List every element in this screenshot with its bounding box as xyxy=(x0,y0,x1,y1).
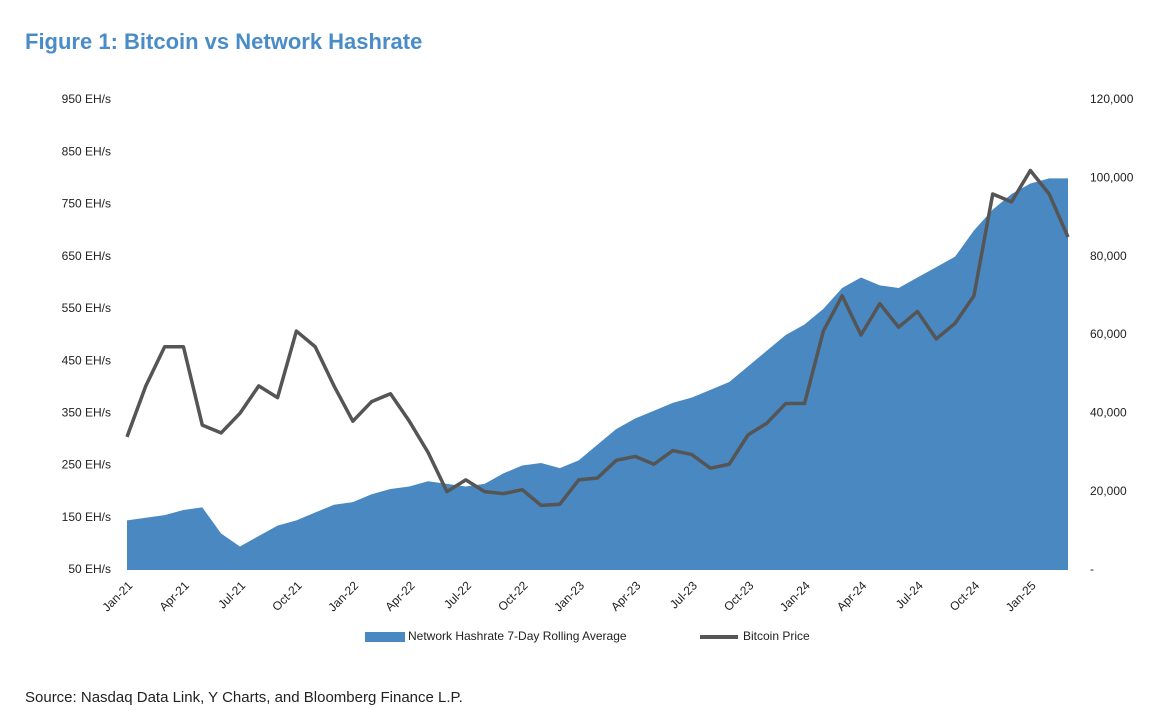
y-tick-label: 150 EH/s xyxy=(62,510,111,524)
x-tick-label: Jul-21 xyxy=(215,578,248,611)
x-tick-label: Jan-21 xyxy=(100,578,136,614)
x-tick-label: Apr-21 xyxy=(156,578,192,614)
x-tick-label: Jul-23 xyxy=(667,578,700,611)
x-tick-label: Jan-25 xyxy=(1003,578,1039,614)
y2-tick-label: 60,000 xyxy=(1090,327,1127,341)
x-tick-label: Oct-21 xyxy=(269,578,305,614)
y-tick-label: 550 EH/s xyxy=(62,301,111,315)
y-tick-label: 850 EH/s xyxy=(62,144,111,158)
y-tick-label: 50 EH/s xyxy=(68,562,111,576)
y-tick-label: 250 EH/s xyxy=(62,458,111,472)
x-tick-label: Apr-24 xyxy=(834,578,870,614)
y2-tick-label: 20,000 xyxy=(1090,484,1127,498)
y-tick-label: 950 EH/s xyxy=(62,92,111,106)
y-tick-label: 350 EH/s xyxy=(62,406,111,420)
y-tick-label: 750 EH/s xyxy=(62,197,111,211)
legend-swatch xyxy=(365,632,405,642)
x-tick-label: Jan-22 xyxy=(325,578,361,614)
x-tick-label: Apr-22 xyxy=(382,578,418,614)
x-tick-label: Oct-22 xyxy=(495,578,531,614)
source-note: Source: Nasdaq Data Link, Y Charts, and … xyxy=(25,689,463,706)
chart-title: Figure 1: Bitcoin vs Network Hashrate xyxy=(25,29,422,54)
x-tick-label: Jul-24 xyxy=(893,578,926,611)
x-tick-label: Oct-24 xyxy=(947,578,983,614)
y2-tick-label: 80,000 xyxy=(1090,249,1127,263)
y2-tick-label: - xyxy=(1090,562,1094,576)
y2-tick-label: 120,000 xyxy=(1090,92,1134,106)
line xyxy=(125,168,1070,508)
x-tick-label: Jul-22 xyxy=(441,578,474,611)
legend-label: Network Hashrate 7-Day Rolling Average xyxy=(408,629,627,643)
x-tick-label: Jan-23 xyxy=(551,578,587,614)
x-tick-label: Jan-24 xyxy=(777,578,813,614)
y-tick-label: 650 EH/s xyxy=(62,249,111,263)
y-tick-label: 450 EH/s xyxy=(62,353,111,367)
y2-tick-label: 100,000 xyxy=(1090,171,1134,185)
legend-label: Bitcoin Price xyxy=(743,629,810,643)
x-tick-label: Oct-23 xyxy=(721,578,757,614)
x-tick-label: Apr-23 xyxy=(608,578,644,614)
area xyxy=(127,178,1068,571)
y2-tick-label: 40,000 xyxy=(1090,406,1127,420)
